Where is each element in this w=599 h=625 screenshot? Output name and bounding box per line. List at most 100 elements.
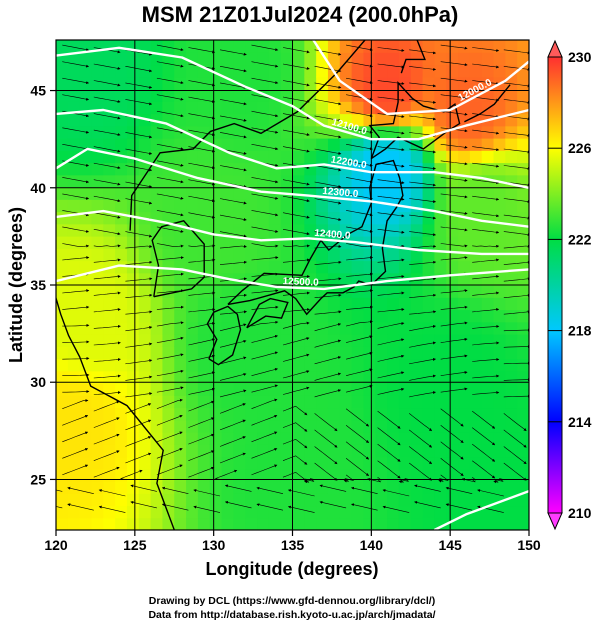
streamline bbox=[440, 177, 468, 182]
streamline bbox=[346, 127, 373, 134]
streamline bbox=[414, 484, 441, 492]
heat-cell bbox=[91, 64, 104, 78]
heat-cell bbox=[126, 493, 140, 507]
heat-cell bbox=[221, 309, 234, 323]
streamline bbox=[156, 386, 184, 393]
streamline bbox=[188, 450, 215, 461]
heat-cell bbox=[339, 370, 353, 384]
heat-cell bbox=[422, 113, 436, 127]
heat-cell bbox=[138, 493, 152, 507]
heat-cell bbox=[517, 444, 529, 458]
heat-cell bbox=[56, 444, 69, 458]
heat-cell bbox=[186, 395, 199, 409]
streamline bbox=[377, 80, 405, 85]
heat-cell bbox=[316, 370, 329, 384]
heat-cell bbox=[505, 517, 518, 530]
streamline bbox=[314, 260, 342, 265]
heat-cell bbox=[351, 64, 365, 78]
heat-cell bbox=[398, 517, 412, 530]
heat-cell bbox=[398, 248, 412, 262]
heat-cell bbox=[174, 432, 187, 445]
heat-cell bbox=[150, 309, 164, 323]
streamline bbox=[282, 129, 310, 136]
heat-cell bbox=[209, 260, 223, 274]
heat-cell bbox=[446, 174, 459, 188]
heat-cell bbox=[174, 505, 187, 519]
heat-cell bbox=[186, 150, 199, 164]
heat-cell bbox=[186, 334, 199, 347]
heat-cell bbox=[79, 236, 93, 249]
heat-cell bbox=[91, 481, 104, 494]
heat-cell bbox=[481, 297, 495, 311]
streamline bbox=[93, 417, 120, 428]
heat-cell bbox=[245, 89, 258, 102]
heat-cell bbox=[257, 346, 270, 360]
streamline bbox=[409, 231, 437, 237]
heat-cell bbox=[422, 89, 436, 102]
heat-cell bbox=[174, 468, 187, 482]
heat-cell bbox=[126, 395, 140, 409]
streamline bbox=[472, 47, 500, 52]
streamline bbox=[346, 272, 374, 277]
heat-cell bbox=[327, 444, 341, 458]
streamline bbox=[156, 336, 184, 343]
streamline bbox=[219, 260, 247, 265]
heat-cell bbox=[79, 223, 93, 237]
heat-cell bbox=[280, 481, 294, 494]
heat-cell bbox=[351, 40, 365, 53]
y-tick-label: 40 bbox=[30, 180, 46, 196]
heat-cell bbox=[233, 285, 246, 298]
heat-cell bbox=[174, 248, 187, 262]
heat-cell bbox=[186, 248, 199, 262]
heat-cell bbox=[304, 40, 317, 53]
heat-cell bbox=[316, 309, 329, 323]
heat-cell bbox=[233, 101, 246, 115]
heat-cell bbox=[327, 297, 341, 311]
heat-cell bbox=[115, 444, 128, 458]
heat-cell bbox=[493, 297, 506, 311]
heat-cell bbox=[398, 162, 412, 176]
heat-cell bbox=[150, 444, 164, 458]
streamline bbox=[472, 308, 500, 313]
heat-cell bbox=[91, 199, 104, 213]
heat-cell bbox=[410, 395, 424, 409]
heat-cell bbox=[115, 223, 128, 237]
streamline bbox=[251, 320, 279, 327]
heat-cell bbox=[422, 444, 436, 458]
streamline bbox=[282, 212, 310, 219]
heat-cell bbox=[221, 481, 234, 494]
x-tick-label: 140 bbox=[360, 537, 384, 553]
heat-cell bbox=[410, 444, 424, 458]
heat-cell bbox=[257, 285, 270, 298]
heat-cell bbox=[327, 481, 341, 494]
streamline bbox=[67, 503, 94, 511]
heat-cell bbox=[327, 383, 341, 396]
heat-cell bbox=[410, 236, 424, 249]
heat-cell bbox=[422, 481, 436, 494]
streamline bbox=[409, 148, 437, 154]
heat-cell bbox=[351, 248, 365, 262]
heat-cell bbox=[469, 64, 483, 78]
heat-cell bbox=[268, 211, 282, 225]
heat-cell bbox=[505, 285, 518, 298]
streamline bbox=[377, 129, 405, 135]
streamline bbox=[156, 369, 184, 376]
heat-cell bbox=[197, 321, 211, 335]
streamline bbox=[472, 443, 496, 462]
heat-cell bbox=[458, 432, 471, 445]
heat-cell bbox=[150, 248, 164, 262]
streamline bbox=[503, 361, 529, 365]
streamline bbox=[503, 148, 529, 154]
streamline bbox=[125, 310, 153, 315]
streamline bbox=[503, 310, 529, 315]
heat-cell bbox=[434, 199, 447, 213]
heat-cell bbox=[375, 383, 388, 396]
streamline bbox=[409, 198, 437, 204]
heat-cell bbox=[410, 76, 424, 90]
colorbar-tick-label: 218 bbox=[568, 323, 592, 339]
heat-cell bbox=[339, 174, 353, 188]
heat-cell bbox=[79, 64, 93, 78]
heat-cell bbox=[387, 419, 400, 433]
heat-cell bbox=[103, 297, 116, 311]
